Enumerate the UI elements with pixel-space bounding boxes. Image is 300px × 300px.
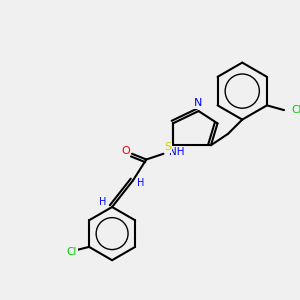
Text: NH: NH (169, 147, 184, 157)
Text: H: H (99, 197, 106, 207)
Text: Cl: Cl (292, 105, 300, 115)
Text: N: N (194, 98, 203, 109)
Text: Cl: Cl (67, 247, 77, 256)
Text: O: O (121, 146, 130, 156)
Text: S: S (165, 142, 172, 152)
Text: H: H (137, 178, 144, 188)
